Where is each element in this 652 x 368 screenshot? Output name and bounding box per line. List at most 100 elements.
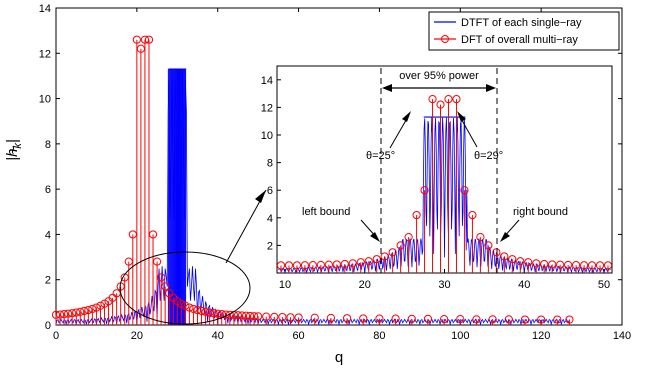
- red-marker: [472, 315, 481, 324]
- x-tick-label: 100: [451, 330, 469, 342]
- inset-red-marker: [460, 186, 469, 195]
- inset-y-tick-label: 4: [267, 213, 273, 225]
- inset-red-marker: [579, 261, 589, 270]
- red-marker: [520, 315, 530, 324]
- red-marker: [205, 308, 214, 317]
- x-tick-label: 40: [212, 330, 224, 342]
- main-y-axis-ticks: 0 2 4 6 8 10 12 14: [39, 3, 622, 332]
- red-marker: [407, 314, 416, 323]
- inset-y-tick-label: 12: [261, 102, 273, 114]
- red-marker: [391, 314, 400, 323]
- inset-red-marker: [340, 259, 349, 269]
- inset-red-marker: [404, 233, 413, 242]
- annotation-power: over 95% power: [399, 70, 479, 82]
- inset-red-marker: [572, 261, 581, 270]
- y-tick-label: 4: [45, 229, 51, 241]
- red-marker: [157, 273, 166, 282]
- red-marker: [488, 315, 497, 324]
- right-bound-arrowhead: [500, 232, 510, 242]
- main-x-axis-ticks: 0 20 40 60 80 100 120 140: [53, 8, 631, 342]
- annotation-theta-25: θ=25°: [366, 150, 395, 162]
- x-tick-label: 0: [53, 330, 59, 342]
- inset-red-marker: [524, 258, 533, 267]
- inset-red-marker: [468, 210, 477, 220]
- red-marker: [213, 309, 222, 318]
- inset-red-marker: [500, 252, 509, 261]
- inset-y-tick-label: 14: [261, 75, 273, 87]
- red-marker: [209, 309, 218, 318]
- x-tick-label: 120: [532, 330, 550, 342]
- y-tick-label: 8: [45, 139, 51, 151]
- x-axis-label: q: [335, 349, 343, 366]
- inset-red-marker: [548, 260, 557, 269]
- red-marker: [342, 314, 352, 323]
- inset-red-marker: [532, 259, 541, 268]
- inset-red-marker: [276, 261, 286, 270]
- theta-29-arrowhead: [457, 111, 466, 122]
- red-marker: [237, 311, 247, 320]
- power-arrow-right-head: [486, 84, 496, 92]
- red-marker: [189, 304, 198, 314]
- inset-red-marker: [308, 261, 317, 270]
- inset-red-marker: [388, 248, 397, 257]
- inset-red-marker: [396, 241, 405, 250]
- inset-chart: 10 20 30 40 50 2 4 6 8 10 12 14 over 95% power θ=2…: [261, 65, 613, 291]
- red-marker: [144, 35, 154, 44]
- red-marker: [375, 314, 384, 323]
- red-marker: [225, 310, 234, 319]
- y-tick-label: 10: [39, 94, 51, 106]
- inset-red-marker: [324, 260, 333, 269]
- red-marker: [181, 301, 190, 310]
- inset-red-marker: [476, 233, 485, 242]
- inset-red-marker: [356, 258, 365, 267]
- red-marker: [326, 313, 336, 323]
- annotation-right-bound: right bound: [513, 206, 568, 218]
- y-tick-label: 6: [45, 184, 51, 196]
- inset-x-tick-label: 30: [438, 279, 450, 291]
- inset-x-axis-ticks: 10 20 30 40 50: [279, 269, 610, 291]
- red-marker: [440, 315, 449, 324]
- x-tick-label: 140: [613, 330, 631, 342]
- red-marker: [241, 311, 251, 320]
- red-marker: [161, 282, 170, 291]
- x-tick-label: 60: [292, 330, 304, 342]
- inset-red-marker: [364, 257, 373, 266]
- red-marker: [310, 313, 319, 322]
- inset-red-marker: [372, 255, 381, 264]
- inset-red-marker: [484, 241, 493, 250]
- zoom-arrowhead: [255, 190, 266, 203]
- red-marker: [423, 314, 433, 323]
- left-bound-arrowhead: [370, 232, 380, 242]
- inset-x-tick-label: 40: [518, 279, 530, 291]
- inset-red-marker: [380, 252, 389, 261]
- y-tick-label: 0: [45, 320, 51, 332]
- inset-red-marker: [603, 261, 613, 270]
- red-marker: [294, 313, 303, 322]
- y-tick-label: 2: [45, 275, 51, 287]
- inset-red-marker: [412, 210, 421, 220]
- zoom-arrow: [225, 189, 267, 264]
- inset-red-marker: [436, 100, 445, 109]
- red-marker: [270, 312, 279, 321]
- legend: DTFT of each single−ray DFT of overall m…: [428, 11, 620, 51]
- red-marker: [132, 35, 141, 44]
- red-marker: [233, 311, 243, 320]
- red-marker: [553, 315, 562, 324]
- red-marker: [185, 303, 194, 312]
- red-marker: [152, 257, 162, 266]
- red-marker: [262, 312, 271, 321]
- inset-red-marker: [564, 260, 573, 270]
- inset-red-marker: [348, 259, 357, 268]
- inset-red-marker: [508, 255, 517, 264]
- inset-x-tick-label: 50: [598, 279, 610, 291]
- red-marker: [165, 289, 174, 298]
- x-tick-label: 20: [131, 330, 143, 342]
- red-marker: [359, 314, 368, 323]
- inset-red-marker: [595, 261, 605, 270]
- inset-red-marker: [300, 261, 310, 270]
- inset-red-marker: [516, 257, 525, 266]
- inset-red-marker: [452, 95, 461, 104]
- inset-red-marker: [332, 260, 341, 269]
- red-marker: [197, 306, 206, 316]
- inset-red-marker: [444, 95, 453, 104]
